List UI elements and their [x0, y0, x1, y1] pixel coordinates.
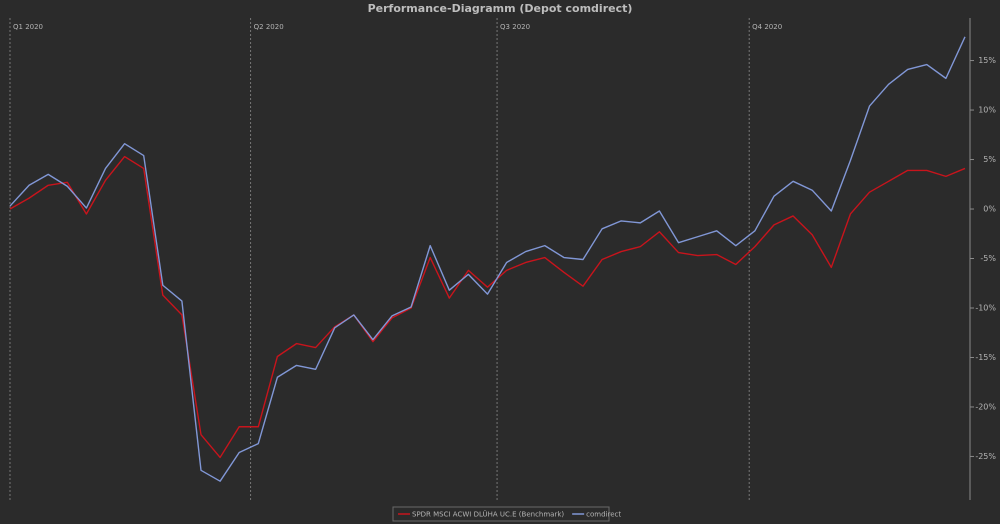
x-tick-label: Q4 2020 [752, 23, 782, 31]
legend-label: comdirect [586, 511, 621, 519]
y-tick-label: -20% [975, 402, 996, 411]
x-tick-label: Q1 2020 [13, 23, 43, 31]
series-line [9, 36, 966, 482]
y-tick-label: -5% [980, 254, 996, 263]
y-tick-label: 5% [983, 155, 996, 164]
y-tick-label: -25% [975, 452, 996, 461]
series-line [9, 155, 966, 459]
x-tick-label: Q3 2020 [500, 23, 530, 31]
chart-title: Performance-Diagramm (Depot comdirect) [368, 2, 633, 15]
y-tick-label: 0% [983, 205, 996, 214]
y-tick-label: -10% [975, 303, 996, 312]
legend-box [392, 506, 610, 522]
x-tick-label: Q2 2020 [254, 23, 284, 31]
legend-label: SPDR MSCI ACWI DLÜHA UC.E (Benchmark) [412, 510, 564, 519]
y-tick-label: 10% [978, 106, 996, 115]
y-tick-label: 15% [978, 56, 996, 65]
y-tick-label: -15% [975, 353, 996, 362]
